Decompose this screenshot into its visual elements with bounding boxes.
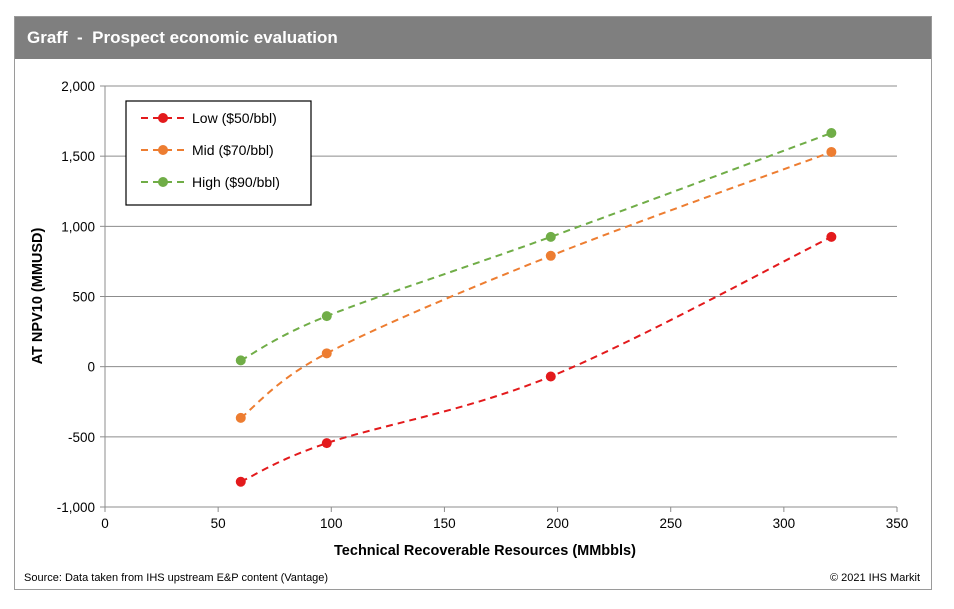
data-point (321, 438, 332, 449)
legend: Low ($50/bbl) Mid ($70/bbl) High ($90/bbl) (125, 100, 312, 206)
data-point (321, 311, 332, 322)
y-tick-label: 500 (72, 290, 95, 305)
copyright-note: © 2021 IHS Markit (830, 572, 920, 584)
data-point (545, 231, 556, 242)
axes: -1,000 -500 0 500 1,000 1,500 2,000 0 50 100 150 20… (57, 79, 909, 531)
chart-title: Graff - Prospect economic evaluation (15, 17, 931, 59)
x-tick-label: 200 (546, 516, 569, 531)
legend-label: High ($90/bbl) (192, 174, 280, 190)
data-point (545, 371, 556, 382)
data-point (235, 355, 246, 366)
legend-label: Mid ($70/bbl) (192, 142, 274, 158)
legend-marker (158, 113, 168, 123)
y-tick-label: 1,000 (61, 219, 95, 234)
y-tick-label: 0 (87, 360, 95, 375)
data-point (826, 231, 837, 242)
x-tick-label: 0 (101, 516, 109, 531)
y-axis-title: AT NPV10 (MMUSD) (30, 227, 46, 364)
series-layer (235, 128, 837, 487)
y-tick-label: -500 (68, 430, 95, 445)
y-tick-label: -1,000 (57, 500, 95, 515)
y-tick-label: 1,500 (61, 149, 95, 164)
data-point (826, 146, 837, 157)
x-tick-label: 50 (211, 516, 226, 531)
x-tick-label: 300 (773, 516, 796, 531)
legend-label: Low ($50/bbl) (192, 110, 277, 126)
data-point (235, 412, 246, 423)
x-tick-label: 250 (659, 516, 682, 531)
data-point (545, 250, 556, 261)
series-line-0 (240, 235, 832, 483)
legend-marker (158, 145, 168, 155)
legend-marker (158, 177, 168, 187)
x-axis-title: Technical Recoverable Resources (MMbbls) (334, 543, 636, 559)
data-point (826, 128, 837, 139)
data-point (235, 476, 246, 487)
x-tick-label: 350 (886, 516, 909, 531)
x-tick-label: 100 (320, 516, 343, 531)
source-note: Source: Data taken from IHS upstream E&P… (24, 572, 328, 584)
y-tick-label: 2,000 (61, 79, 95, 94)
series-line-1 (240, 151, 832, 419)
series-line-2 (240, 132, 832, 362)
x-tick-label: 150 (433, 516, 456, 531)
data-point (321, 348, 332, 359)
